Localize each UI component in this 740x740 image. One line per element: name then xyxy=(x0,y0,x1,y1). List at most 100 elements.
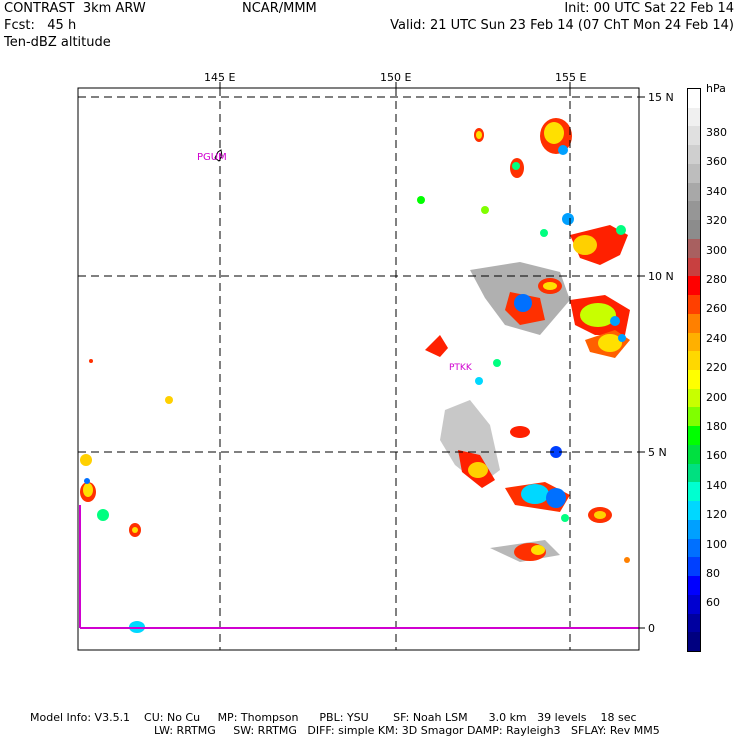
colorbar-label: 100 xyxy=(706,537,727,551)
storm-cell xyxy=(80,454,92,466)
storm-cell xyxy=(512,162,520,170)
colorbar-swatch xyxy=(688,145,700,164)
guam-island xyxy=(214,149,223,162)
colorbar-label: 160 xyxy=(706,449,727,463)
lat-label-15n: 15 N xyxy=(648,91,674,104)
storm-cell xyxy=(132,527,138,533)
colorbar-swatch xyxy=(688,538,700,558)
storm-cell xyxy=(610,316,620,326)
colorbar-swatch xyxy=(688,388,700,408)
colorbar-swatch xyxy=(688,444,700,464)
colorbar-swatch xyxy=(688,89,700,108)
colorbar-swatch xyxy=(688,163,700,183)
institution-label: NCAR/MMM xyxy=(242,1,317,16)
colorbar-swatch xyxy=(688,332,700,352)
storm-cell xyxy=(540,229,548,237)
colorbar-unit: hPa xyxy=(706,82,726,95)
colorbar-swatch xyxy=(688,313,700,333)
map-frame xyxy=(77,87,640,651)
colorbar-label: 340 xyxy=(706,184,727,198)
storm-cell xyxy=(475,377,483,385)
colorbar-label: 60 xyxy=(706,596,720,610)
colorbar-label: 360 xyxy=(706,155,727,169)
storm-cell xyxy=(573,235,597,255)
storm-cell xyxy=(510,426,530,438)
colorbar-label: 260 xyxy=(706,302,727,316)
storm-cells xyxy=(80,118,630,633)
storm-cell xyxy=(481,206,489,214)
storm-cell xyxy=(616,225,626,235)
colorbar-swatch xyxy=(688,519,700,539)
colorbar-swatch xyxy=(688,107,700,127)
storm-cell xyxy=(468,462,488,478)
colorbar-swatch xyxy=(688,463,700,483)
storm-cell xyxy=(521,484,549,504)
storm-cell xyxy=(165,396,173,404)
storm-cell xyxy=(570,225,628,265)
forecast-hour: Fcst: 45 h xyxy=(4,18,77,33)
field-name: Ten-dBZ altitude xyxy=(4,35,111,50)
storm-cell xyxy=(514,294,532,312)
storm-cell xyxy=(561,514,569,522)
storm-cell xyxy=(417,196,425,204)
axis-ticks xyxy=(219,82,645,629)
storm-cell xyxy=(546,488,566,508)
storm-cell xyxy=(624,557,630,563)
valid-time: Valid: 21 UTC Sun 23 Feb 14 (07 ChT Mon … xyxy=(390,18,734,33)
storm-cell xyxy=(97,509,109,521)
colorbar-label: 140 xyxy=(706,478,727,492)
storm-cell xyxy=(493,359,501,367)
colorbar-swatch xyxy=(688,594,700,614)
storm-cell xyxy=(425,335,448,357)
colorbar-label: 220 xyxy=(706,361,727,375)
model-info-line2: LW: RRTMG SW: RRTMG DIFF: simple KM: 3D … xyxy=(154,724,660,737)
colorbar-swatch xyxy=(688,426,700,445)
model-info-line1: Model Info: V3.5.1 CU: No Cu MP: Thompso… xyxy=(30,711,637,724)
lon-label-145: 145 E xyxy=(204,71,236,84)
colorbar-label: 120 xyxy=(706,508,727,522)
colorbar-swatch xyxy=(688,407,700,427)
storm-cell xyxy=(476,131,482,139)
colorbar-swatch xyxy=(688,351,700,371)
storm-cell xyxy=(594,511,606,519)
colorbar-swatch xyxy=(688,632,700,652)
graticule xyxy=(78,88,639,650)
lon-label-150: 150 E xyxy=(380,71,412,84)
colorbar-swatch xyxy=(688,182,700,202)
storm-cell xyxy=(531,545,545,555)
colorbar-swatch xyxy=(688,201,700,221)
storm-cell xyxy=(89,359,93,363)
colorbar-swatch xyxy=(688,613,700,633)
colorbar-label: 180 xyxy=(706,420,727,433)
station-pgum: PGUM xyxy=(197,152,227,163)
colorbar-label: 300 xyxy=(706,243,727,257)
colorbar-label: 200 xyxy=(706,390,727,404)
colorbar xyxy=(687,88,701,652)
colorbar-label: 240 xyxy=(706,331,727,345)
colorbar-swatch xyxy=(688,257,700,277)
storm-cell xyxy=(580,303,616,327)
storm-cell xyxy=(543,282,557,290)
storm-cell xyxy=(544,122,564,144)
colorbar-label: 320 xyxy=(706,214,727,228)
storm-cell xyxy=(562,213,574,225)
colorbar-swatch xyxy=(688,576,700,595)
lat-label-0: 0 xyxy=(648,622,655,635)
init-time: Init: 00 UTC Sat 22 Feb 14 xyxy=(564,1,734,16)
storm-cell xyxy=(618,334,626,342)
storm-cell xyxy=(84,478,90,484)
storm-cell xyxy=(598,334,622,352)
colorbar-swatch xyxy=(688,501,700,520)
storm-cell xyxy=(83,483,93,497)
colorbar-swatch xyxy=(688,295,700,314)
lat-label-10n: 10 N xyxy=(648,270,674,283)
colorbar-label: 380 xyxy=(706,126,727,139)
storm-cell xyxy=(558,145,568,155)
colorbar-swatch xyxy=(688,557,700,577)
colorbar-swatch xyxy=(688,482,700,502)
colorbar-swatch xyxy=(688,126,700,146)
colorbar-swatch xyxy=(688,238,700,258)
colorbar-swatch xyxy=(688,370,700,389)
lon-label-155: 155 E xyxy=(555,71,587,84)
